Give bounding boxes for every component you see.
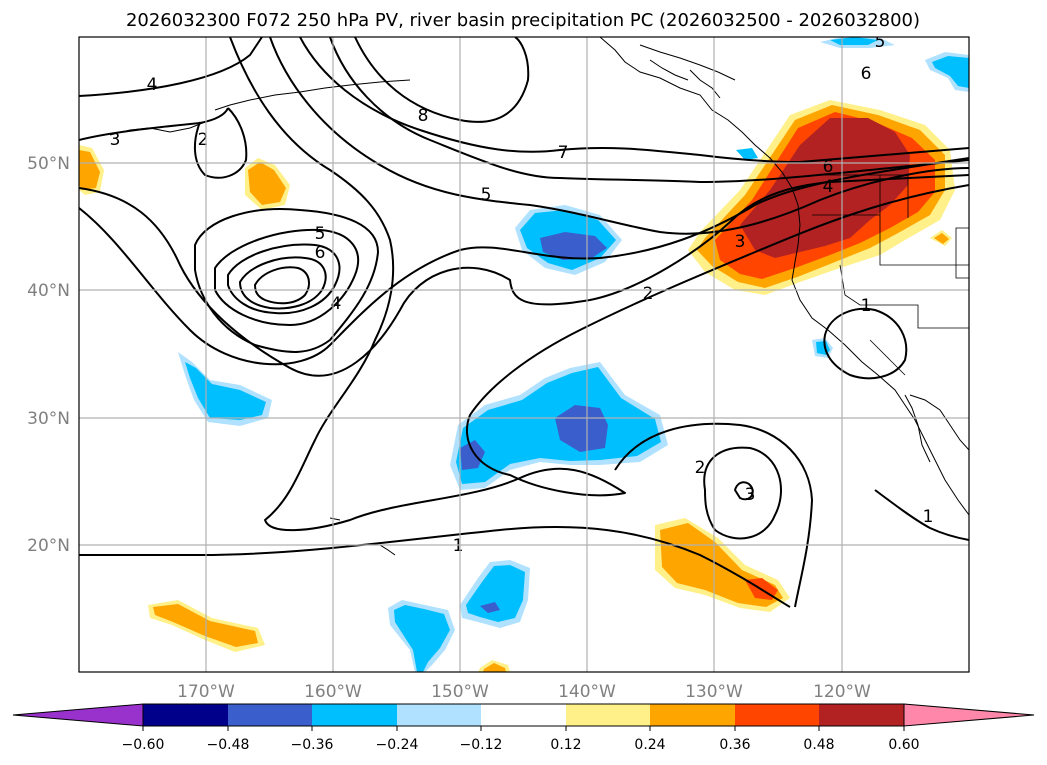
colorbar-tick-label: −0.12 [460, 737, 503, 753]
positive-anomaly-west-coast [688, 100, 955, 295]
contour-label: 6 [861, 64, 872, 84]
lon-tick-label: 130°W [685, 682, 743, 702]
colorbar-tick-labels: −0.60 −0.48 −0.36 −0.24 −0.12 0.12 0.24 … [122, 737, 920, 753]
colorbar-segment [312, 704, 397, 726]
longitude-labels: 170°W 160°W 150°W 140°W 130°W 120°W [177, 682, 871, 702]
colorbar-extend-high [903, 703, 1035, 727]
latitude-labels: 50°N 40°N 30°N 20°N [27, 154, 70, 556]
colorbar-segment [819, 704, 904, 726]
contour-label: 8 [418, 106, 429, 126]
colorbar-segment [481, 704, 566, 726]
contour-label: 7 [558, 143, 569, 163]
lon-tick-label: 150°W [431, 682, 489, 702]
colorbar-tick-label: −0.60 [122, 737, 165, 753]
colorbar-tick-label: 0.60 [888, 737, 919, 753]
contour-labels: 4 3 2 8 7 5 5 6 4 2 3 6 5 6 4 1 1 2 3 1 [110, 32, 934, 556]
contour-label: 4 [823, 177, 834, 197]
lon-tick-label: 120°W [813, 682, 871, 702]
lon-tick-label: 170°W [177, 682, 235, 702]
colorbar-tick-label: −0.36 [291, 737, 334, 753]
colorbar-tick-label: 0.12 [550, 737, 581, 753]
contour-label: 6 [823, 157, 834, 177]
lon-tick-label: 160°W [304, 682, 362, 702]
colorbar-segment [143, 704, 228, 726]
map-frame [78, 36, 970, 673]
contour-label: 4 [331, 294, 342, 314]
contour-label: 3 [745, 485, 756, 505]
contour-label: 5 [481, 185, 492, 205]
colorbar-ticks [142, 726, 905, 731]
contour-label: 2 [198, 130, 209, 150]
contour-label: 5 [875, 32, 886, 52]
lat-tick-label: 40°N [27, 281, 70, 301]
contour-label: 2 [695, 458, 706, 478]
map-area: 4 3 2 8 7 5 5 6 4 2 3 6 5 6 4 1 1 2 3 1 [79, 32, 969, 672]
colorbar-segment [650, 704, 735, 726]
contour-label: 1 [923, 507, 934, 527]
contour-label: 2 [643, 284, 654, 304]
contour-label: 5 [315, 224, 326, 244]
contour-label: 3 [110, 130, 121, 150]
map-title: 2026032300 F072 250 hPa PV, river basin … [126, 10, 920, 31]
contour-label: 4 [147, 75, 158, 95]
colorbar-segment [735, 704, 819, 726]
colorbar-extend-low [12, 703, 144, 727]
graticule [79, 37, 969, 672]
colorbar-segment [566, 704, 650, 726]
lon-tick-label: 140°W [558, 682, 616, 702]
colorbar-segment [397, 704, 481, 726]
colorbar-tick-label: −0.48 [207, 737, 250, 753]
colorbar-tick-label: 0.48 [803, 737, 834, 753]
contour-label: 1 [453, 536, 464, 556]
contour-label: 3 [735, 232, 746, 252]
colorbar-tick-label: −0.24 [376, 737, 419, 753]
contour-label: 6 [315, 243, 326, 263]
colorbar-tick-label: 0.36 [719, 737, 750, 753]
colorbar: −0.60 −0.48 −0.36 −0.24 −0.12 0.12 0.24 … [12, 703, 1035, 753]
lat-tick-label: 50°N [27, 154, 70, 174]
colorbar-segment [228, 704, 312, 726]
colorbar-tick-label: 0.24 [634, 737, 665, 753]
lat-tick-label: 20°N [27, 536, 70, 556]
lat-tick-label: 30°N [27, 409, 70, 429]
pv-contours [79, 37, 969, 608]
contour-label: 1 [861, 296, 872, 316]
positive-anomaly-patches [79, 145, 952, 672]
